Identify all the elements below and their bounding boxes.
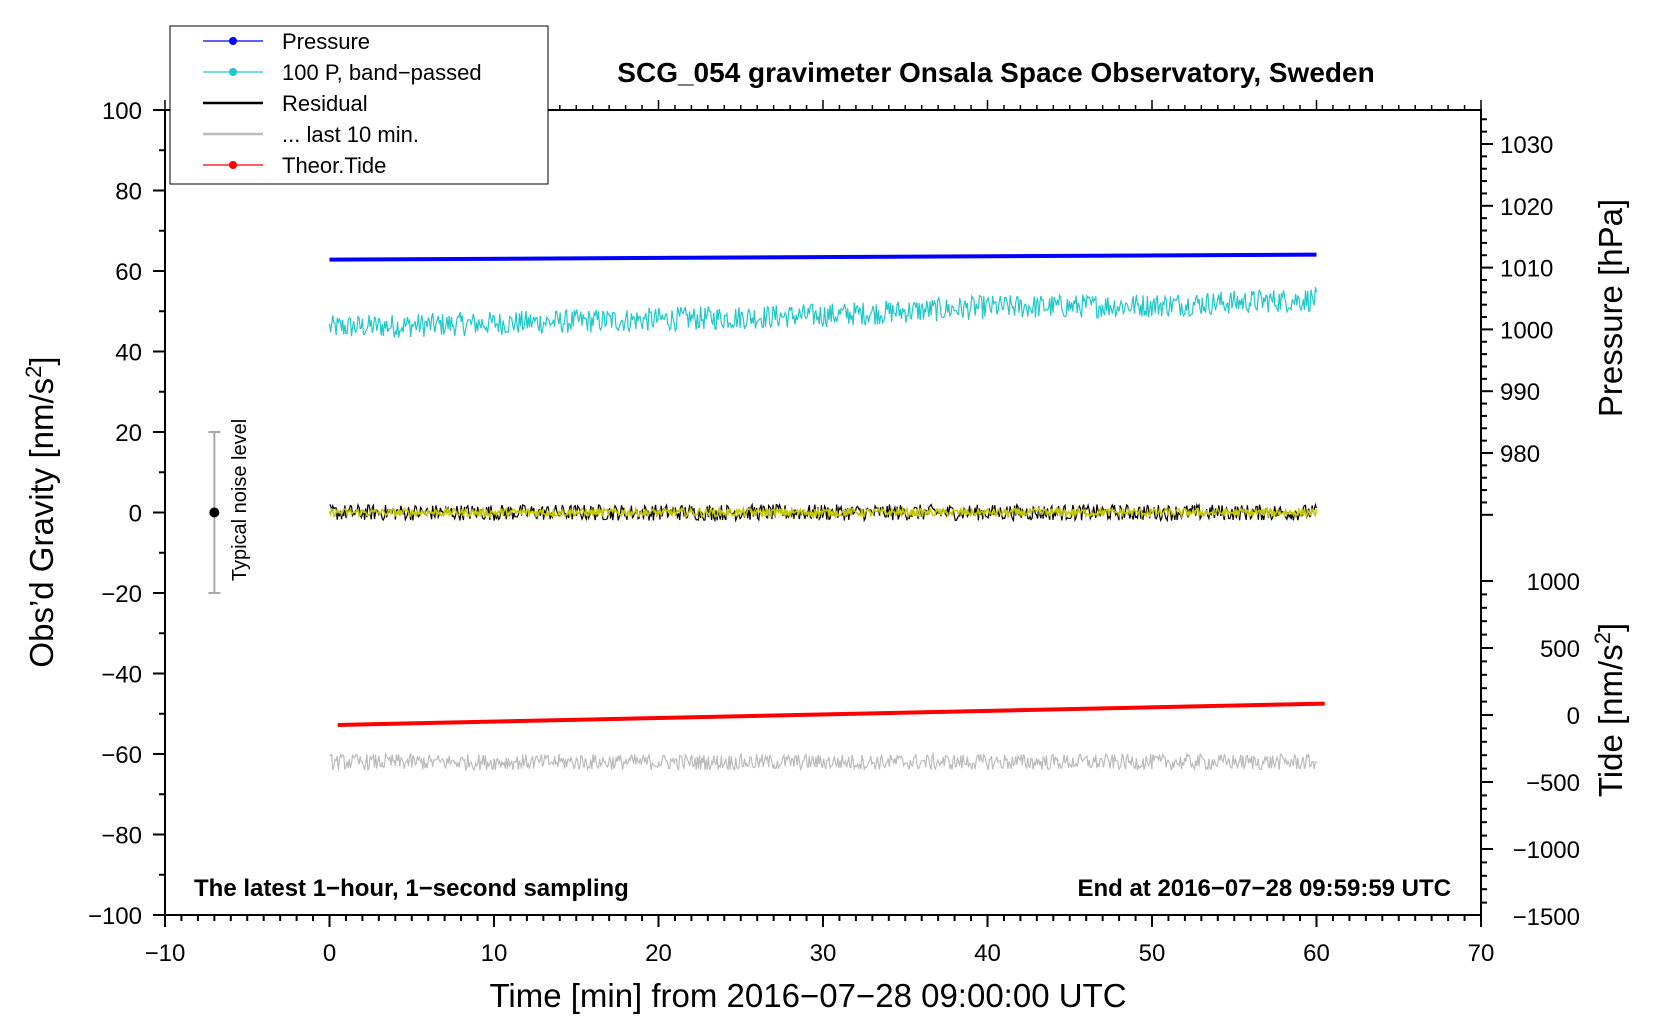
y-axis-pressure: 980 990 1000 1010 1020 1030 [1481, 118, 1553, 516]
pressure-tick-label: 1010 [1500, 256, 1553, 283]
tide-tick-label: 0 [1567, 703, 1580, 730]
noise-indicator [208, 431, 221, 594]
legend-marker [229, 37, 237, 45]
x-tick-label: 0 [323, 940, 336, 967]
x-tick-label: 50 [1139, 940, 1166, 967]
x-tick-label: 30 [810, 940, 837, 967]
tide-tick-label: −500 [1526, 770, 1580, 797]
pressure-tick-label: 990 [1500, 379, 1540, 406]
y-axis-title-tide: Tide [nm/s2] [1590, 623, 1630, 797]
legend-label: ... last 10 min. [282, 122, 419, 147]
legend-label: 100 P, band−passed [282, 60, 482, 85]
x-tick-label: 10 [481, 940, 508, 967]
ylabel-sup: 2 [21, 366, 46, 378]
legend: Pressure 100 P, band−passed Residual ... la… [169, 25, 549, 185]
x-axis-title: Time [min] from 2016−07−28 09:00:00 UTC [489, 977, 1126, 1014]
x-tick-label: −10 [145, 940, 186, 967]
legend-marker [229, 68, 237, 76]
tide-label-text: Tide [nm/s [1592, 644, 1629, 797]
series-last-10-min [329, 751, 1317, 772]
pressure-tick-label: 1020 [1500, 194, 1553, 221]
series-residual-smoothed [328, 505, 1318, 520]
legend-label: Residual [282, 91, 368, 116]
y-axis-title-pressure: Pressure [hPa] [1592, 199, 1629, 417]
tide-tick-label: −1500 [1513, 904, 1580, 931]
end-time-note: End at 2016−07−28 09:59:59 UTC [1077, 875, 1451, 902]
y-tick-label: −20 [101, 581, 142, 608]
ylabel-text: Obs’d Gravity [nm/s [23, 378, 60, 668]
chart-title: SCG_054 gravimeter Onsala Space Observat… [617, 57, 1374, 88]
y-tick-label: 80 [115, 179, 142, 206]
tide-tick-label: 500 [1540, 636, 1580, 663]
series-theor-tide [337, 701, 1325, 727]
legend-marker [229, 161, 237, 169]
pressure-tick-label: 980 [1500, 441, 1540, 468]
sampling-note: The latest 1−hour, 1−second sampling [194, 875, 629, 902]
legend-label: Theor.Tide [282, 153, 386, 178]
series-layer [328, 252, 1325, 772]
y-axis-title-gravity: Obs’d Gravity [nm/s2] [21, 356, 61, 667]
tide-tick-label: 1000 [1527, 569, 1580, 596]
y-tick-label: −40 [101, 662, 142, 689]
noise-label: Typical noise level [229, 419, 251, 581]
legend-box [169, 25, 549, 185]
pressure-tick-label: 1000 [1500, 317, 1553, 344]
tide-label-text-end: ] [1592, 623, 1629, 632]
series-100-p-band-passed [328, 287, 1318, 338]
y-tick-label: −60 [101, 742, 142, 769]
x-tick-label: 70 [1468, 940, 1495, 967]
y-axis-gravity: −100 −80 −60 −40 −20 0 20 40 60 80 100 [88, 98, 165, 930]
y-tick-label: −100 [88, 903, 142, 930]
y-tick-label: 40 [115, 340, 142, 367]
y-tick-label: 100 [102, 98, 142, 125]
ylabel-text-end: ] [23, 356, 60, 365]
x-axis: −10 0 10 20 30 40 50 60 70 [145, 100, 1495, 967]
y-axis-tide: −1500 −1000 −500 0 500 1000 [1481, 569, 1580, 931]
x-tick-label: 40 [974, 940, 1001, 967]
series-pressure [329, 252, 1317, 262]
y-tick-label: −80 [101, 823, 142, 850]
legend-label: Pressure [282, 29, 370, 54]
x-tick-label: 60 [1303, 940, 1330, 967]
tide-tick-label: −1000 [1513, 837, 1580, 864]
noise-center-dot [209, 507, 220, 518]
tide-label-sup: 2 [1590, 632, 1615, 644]
y-tick-label: 0 [129, 501, 142, 528]
series-residual [329, 502, 1318, 523]
y-tick-label: 20 [115, 420, 142, 447]
pressure-tick-label: 1030 [1500, 132, 1553, 159]
y-tick-label: 60 [115, 259, 142, 286]
x-tick-label: 20 [645, 940, 672, 967]
